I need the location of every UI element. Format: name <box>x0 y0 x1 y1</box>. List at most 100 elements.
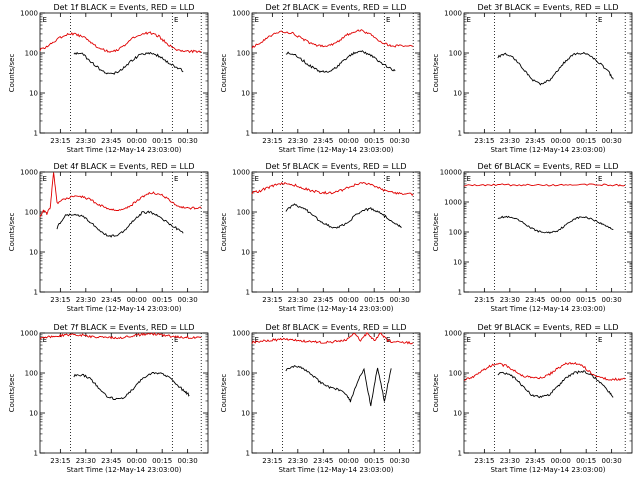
chart-panel-6: Det 6f BLACK = Events, RED = LLD E E 1 10 100… <box>432 162 633 313</box>
y-tick-label: 1000 <box>232 330 250 338</box>
x-tick-label: 00:15 <box>576 137 596 145</box>
x-tick-label: 00:00 <box>127 137 147 145</box>
event-marker-label: E <box>43 16 47 24</box>
x-tick-label: 23:30 <box>500 296 520 304</box>
chart-panel-4: Det 4f BLACK = Events, RED = LLD E E 1 10 100… <box>8 162 209 313</box>
y-axis-label: Counts/sec <box>220 213 228 252</box>
event-marker-label: E <box>598 336 602 344</box>
y-tick-label: 1 <box>458 450 462 458</box>
x-tick-label: 00:30 <box>390 296 410 304</box>
y-axis-label: Counts/sec <box>432 213 440 252</box>
x-axis-label: Start Time (12-May-14 23:03:00) <box>490 466 605 474</box>
x-axis-label: Start Time (12-May-14 23:03:00) <box>66 305 181 313</box>
event-marker-label: E <box>467 336 471 344</box>
x-tick-label: 00:00 <box>551 296 571 304</box>
y-tick-label: 10 <box>241 249 250 257</box>
y-tick-label: 1 <box>458 130 462 138</box>
y-tick-label: 1000 <box>444 10 462 18</box>
event-marker-label: E <box>598 175 602 183</box>
y-tick-label: 10 <box>241 410 250 418</box>
event-marker-label: E <box>255 336 259 344</box>
x-tick-label: 00:30 <box>602 296 622 304</box>
x-tick-label: 00:30 <box>178 296 198 304</box>
chart-title: Det 8f BLACK = Events, RED = LLD <box>265 323 406 332</box>
plot-frame <box>463 332 633 454</box>
chart-title: Det 7f BLACK = Events, RED = LLD <box>53 323 194 332</box>
plot-frame <box>251 171 421 293</box>
series-line-events <box>56 210 184 238</box>
x-axis-label: Start Time (12-May-14 23:03:00) <box>490 305 605 313</box>
y-tick-label: 10 <box>453 259 462 267</box>
y-tick-label: 100 <box>449 50 462 58</box>
event-marker-label: E <box>255 16 259 24</box>
series-line-events <box>497 370 614 399</box>
x-tick-label: 23:30 <box>288 296 308 304</box>
x-tick-label: 23:30 <box>288 457 308 465</box>
series-line-lld <box>251 29 414 49</box>
plot-frame <box>463 12 633 134</box>
chart-title: Det 6f BLACK = Events, RED = LLD <box>477 162 618 171</box>
x-tick-label: 00:15 <box>364 296 384 304</box>
y-axis-label: Counts/sec <box>220 54 228 93</box>
x-axis-label: Start Time (12-May-14 23:03:00) <box>278 305 393 313</box>
y-tick-label: 1000 <box>444 330 462 338</box>
chart-title: Det 4f BLACK = Events, RED = LLD <box>53 162 194 171</box>
y-tick-label: 1 <box>246 450 250 458</box>
x-tick-label: 23:30 <box>76 137 96 145</box>
y-tick-label: 100 <box>25 370 38 378</box>
series-line-events <box>73 372 190 400</box>
y-tick-label: 100 <box>237 370 250 378</box>
x-tick-label: 00:30 <box>602 137 622 145</box>
y-tick-label: 1000 <box>20 330 38 338</box>
chart-title: Det 1f BLACK = Events, RED = LLD <box>53 3 194 12</box>
x-axis-label: Start Time (12-May-14 23:03:00) <box>490 146 605 154</box>
chart-panel-1: Det 1f BLACK = Events, RED = LLD E E 1 10 100… <box>8 3 209 154</box>
y-tick-label: 10 <box>29 410 38 418</box>
x-tick-label: 23:45 <box>313 137 333 145</box>
x-tick-label: 00:30 <box>178 457 198 465</box>
x-tick-label: 23:45 <box>101 296 121 304</box>
event-marker-label: E <box>174 175 178 183</box>
event-marker-label: E <box>386 175 390 183</box>
chart-panel-9: Det 9f BLACK = Events, RED = LLD E E 1 10 100… <box>432 323 633 474</box>
x-tick-label: 23:30 <box>76 457 96 465</box>
plot-frame <box>39 12 209 134</box>
x-axis-label: Start Time (12-May-14 23:03:00) <box>66 466 181 474</box>
series-line-lld <box>39 332 202 340</box>
series-line-events <box>497 51 614 86</box>
y-tick-label: 1 <box>34 130 38 138</box>
x-tick-label: 00:00 <box>127 457 147 465</box>
event-marker-label: E <box>43 336 47 344</box>
x-tick-label: 23:15 <box>474 457 494 465</box>
y-tick-label: 1000 <box>20 10 38 18</box>
y-tick-label: 10 <box>29 249 38 257</box>
event-marker-label: E <box>255 175 259 183</box>
series-line-events <box>285 50 396 73</box>
x-tick-label: 00:15 <box>364 137 384 145</box>
x-tick-label: 00:00 <box>551 137 571 145</box>
y-tick-label: 100 <box>25 50 38 58</box>
event-marker-label: E <box>598 16 602 24</box>
y-tick-label: 10 <box>241 90 250 98</box>
x-tick-label: 00:00 <box>551 457 571 465</box>
y-tick-label: 1000 <box>232 169 250 177</box>
x-tick-label: 00:00 <box>339 296 359 304</box>
y-tick-label: 10000 <box>440 169 462 177</box>
chart-panel-3: Det 3f BLACK = Events, RED = LLD E E 1 10 100… <box>432 3 633 154</box>
x-tick-label: 23:45 <box>313 457 333 465</box>
plot-frame <box>463 171 633 293</box>
x-tick-label: 00:30 <box>178 137 198 145</box>
x-tick-label: 00:30 <box>390 457 410 465</box>
y-tick-label: 100 <box>25 209 38 217</box>
x-tick-label: 00:00 <box>339 457 359 465</box>
x-tick-label: 23:30 <box>288 137 308 145</box>
event-marker-label: E <box>386 16 390 24</box>
y-tick-label: 100 <box>449 370 462 378</box>
x-tick-label: 23:15 <box>474 137 494 145</box>
y-tick-label: 1 <box>246 130 250 138</box>
series-line-lld <box>39 31 202 54</box>
series-line-events <box>73 51 184 75</box>
x-tick-label: 23:45 <box>101 137 121 145</box>
plot-frame <box>39 332 209 454</box>
